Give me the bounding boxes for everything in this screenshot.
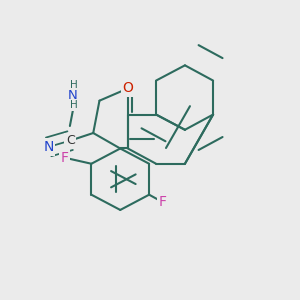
Text: H: H (70, 100, 77, 110)
Text: F: F (61, 151, 69, 165)
Text: C: C (66, 134, 74, 147)
Text: O: O (122, 81, 133, 95)
Text: H: H (70, 80, 77, 89)
Text: N: N (44, 140, 54, 154)
Text: N: N (68, 89, 77, 102)
Text: F: F (159, 195, 167, 209)
